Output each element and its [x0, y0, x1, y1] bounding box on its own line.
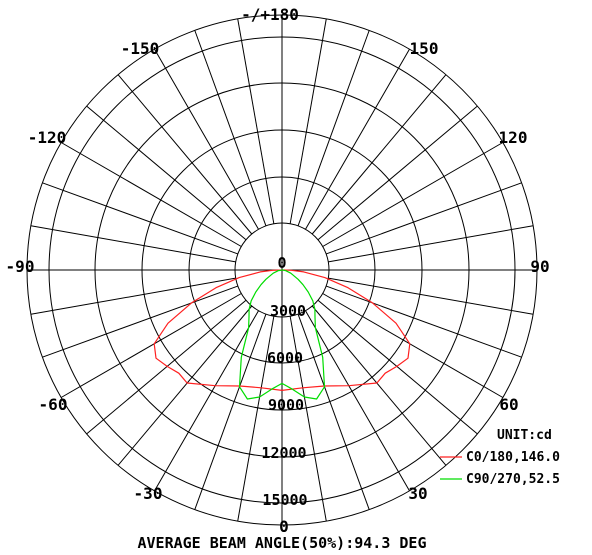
legend: UNIT:cd C0/180,146.0 C90/270,52.5 — [440, 428, 560, 487]
grid-spoke-140 — [311, 74, 447, 235]
grid-spoke-160 — [297, 30, 370, 227]
grid-spoke-150 — [305, 48, 410, 230]
grid-spoke-60 — [322, 293, 504, 398]
angle-label-90: 90 — [530, 257, 549, 276]
angle-label-0: 0 — [279, 517, 289, 536]
legend-label-c0-180: C0/180,146.0 — [466, 450, 560, 465]
intensity-curves — [153, 269, 411, 400]
beam-angle-footer: AVERAGE BEAM ANGLE(50%):94.3 DEG — [138, 534, 427, 552]
grid-spoke-320 — [117, 305, 253, 466]
radial-tick-9000: 9000 — [268, 396, 304, 414]
grid-spoke-190 — [237, 18, 275, 224]
angle-label-120: 120 — [499, 128, 528, 147]
angle-label-neg90: -90 — [6, 257, 35, 276]
grid-spoke-260 — [30, 225, 236, 263]
grid-spoke-10 — [289, 316, 327, 522]
grid-spoke-220 — [117, 74, 253, 235]
grid-spoke-110 — [325, 182, 522, 255]
angle-label-150: 150 — [410, 39, 439, 58]
angle-labels: -/+180 -150 150 -120 120 -90 90 -60 60 -30 30 0 — [6, 5, 550, 536]
grid-spoke-70 — [325, 285, 522, 358]
radial-tick-6000: 6000 — [267, 349, 303, 367]
grid-spoke-310 — [86, 299, 247, 435]
series-curve-1 — [238, 269, 326, 400]
angle-label-neg60: -60 — [39, 395, 68, 414]
grid-spoke-80 — [328, 277, 534, 315]
unit-label: UNIT:cd — [497, 428, 552, 443]
grid-spoke-280 — [30, 277, 236, 315]
grid-spoke-250 — [42, 182, 239, 255]
grid-spoke-340 — [194, 313, 267, 510]
radial-tick-labels: 0 3000 6000 9000 12000 15000 — [261, 254, 307, 509]
grid-spoke-200 — [194, 30, 267, 227]
angle-label-neg120: -120 — [28, 128, 67, 147]
angle-label-neg150: -150 — [121, 39, 160, 58]
radial-tick-0: 0 — [277, 254, 286, 272]
grid-spoke-40 — [311, 305, 447, 466]
grid-spoke-170 — [289, 18, 327, 224]
legend-label-c90-270: C90/270,52.5 — [466, 472, 560, 487]
grid-spoke-350 — [237, 316, 275, 522]
grid-spoke-230 — [86, 105, 247, 241]
radial-tick-15000: 15000 — [262, 491, 307, 509]
polar-grid — [26, 14, 538, 526]
grid-spoke-330 — [154, 310, 259, 492]
grid-spoke-300 — [60, 293, 242, 398]
grid-spoke-20 — [297, 313, 370, 510]
radial-tick-12000: 12000 — [261, 444, 306, 462]
grid-spoke-100 — [328, 225, 534, 263]
radial-tick-3000: 3000 — [270, 302, 306, 320]
angle-label-30: 30 — [408, 484, 427, 503]
grid-spoke-30 — [305, 310, 410, 492]
grid-spoke-50 — [317, 299, 478, 435]
grid-spoke-240 — [60, 142, 242, 247]
angle-label-180: -/+180 — [241, 5, 299, 24]
grid-spoke-290 — [42, 285, 239, 358]
grid-spoke-130 — [317, 105, 478, 241]
angle-label-neg30: -30 — [134, 484, 163, 503]
angle-label-60: 60 — [499, 395, 518, 414]
grid-spoke-120 — [322, 142, 504, 247]
grid-spoke-210 — [154, 48, 259, 230]
